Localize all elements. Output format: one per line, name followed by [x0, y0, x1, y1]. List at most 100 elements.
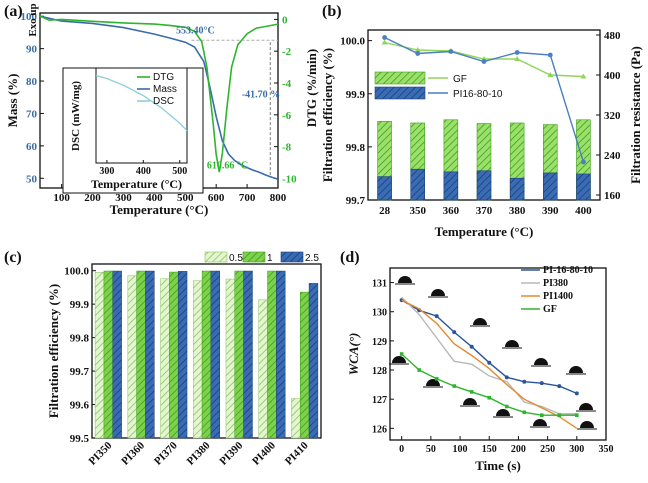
- x-tick-label-a-5: 600: [208, 192, 225, 204]
- x-tick-label-d-3: 150: [482, 444, 497, 455]
- droplet-icon-1: [431, 289, 445, 296]
- x-tick-label-c-1: PI360: [119, 439, 147, 467]
- droplet-icon-5: [569, 366, 583, 373]
- point-d-3-4: [469, 390, 474, 394]
- droplet-icon-3: [505, 340, 519, 347]
- legend-label-c-1: 1: [267, 253, 273, 264]
- y2-tick-label-a-2: -4: [282, 78, 292, 90]
- panel-label-b: (b): [322, 3, 342, 20]
- x-tick-label-a-6: 700: [239, 192, 256, 204]
- bar-c-1-5: [267, 270, 277, 439]
- bar-c-2-1: [145, 270, 155, 439]
- inset-x-tick-label-2: 500: [172, 166, 187, 177]
- bar-pi-0: [377, 176, 392, 201]
- y2-tick-label-a-3: -6: [282, 110, 292, 122]
- x-tick-label-b-2: 360: [443, 205, 460, 217]
- bar-pi-6: [576, 173, 591, 201]
- y2-axis-label-a: DTG (%/min): [304, 49, 319, 127]
- droplet-icon-12: [580, 421, 594, 428]
- legend-label-a-1: Mass: [153, 84, 177, 95]
- y-axis-label-b: Filtration efficiency (%): [320, 48, 335, 182]
- bar-c-0-3: [193, 280, 203, 439]
- y-tick-label-a-4: 90: [26, 44, 38, 56]
- point-d-0-7: [522, 379, 527, 384]
- point-gf-5: [547, 72, 554, 77]
- legend-label-a-0: DTG: [153, 72, 174, 83]
- droplet-icon-8: [463, 398, 477, 405]
- droplet-icon-0: [398, 276, 412, 283]
- bar-c-0-2: [160, 278, 170, 439]
- x-tick-label-b-6: 400: [575, 205, 592, 217]
- y-tick-label-a-5: 100: [21, 11, 38, 23]
- bar-pi-4: [509, 177, 525, 201]
- panel-label-a: (a): [4, 3, 23, 20]
- droplet-icon-9: [496, 409, 510, 416]
- legend-label-d-3: GF: [543, 304, 557, 315]
- inset-box: [62, 67, 204, 194]
- series-dtg: [39, 15, 279, 173]
- x-tick-label-d-4: 200: [511, 444, 526, 455]
- point-gf-6: [580, 73, 587, 79]
- bar-c-0-4: [225, 278, 236, 439]
- legend-swatch-c-1: [242, 251, 266, 263]
- legend-label-d-2: PI1400: [543, 291, 573, 302]
- bar-pi-3: [476, 170, 492, 201]
- series-d-2: [401, 299, 578, 429]
- chart-d: 0 50 100 150 200 250 300 350 126 127 128 129 130 131 T…: [346, 265, 614, 473]
- point-d-0-10: [574, 391, 579, 396]
- x-tick-label-a-4: 500: [177, 192, 194, 204]
- point-pi-1: [415, 51, 421, 56]
- x-tick-label-d-6: 300: [569, 444, 584, 455]
- legend-swatch-b-0: [374, 71, 426, 85]
- bar-c-1-2: [169, 271, 179, 439]
- y-tick-label-b-2: 99.9: [346, 89, 366, 101]
- point-d-3-2: [434, 376, 439, 381]
- legend-label-a-2: DSC: [153, 96, 174, 107]
- point-d-3-1: [417, 368, 421, 372]
- legend-label-c-2: 2.5: [305, 253, 319, 264]
- bar-c-2-5: [276, 270, 286, 439]
- x-tick-label-a-2: 300: [115, 192, 132, 204]
- droplet-icon-6: [392, 356, 406, 363]
- bar-c-2-2: [177, 271, 188, 439]
- chart-c: 99.5 99.6 99.7 99.8 99.9 100.0 PI350 PI360 PI370…: [46, 251, 322, 468]
- x-tick-label-c-5: PI400: [250, 439, 278, 467]
- x-axis-label-b: Temperature (°C): [435, 224, 534, 239]
- chart-a: 100 200 300 400 500 600 700 800 50 60 70 80 90 100 0 -2…: [5, 3, 319, 217]
- droplet-icon-2: [473, 318, 487, 325]
- inset-x-tick-label-1: 400: [136, 166, 151, 177]
- y-axis-label-c: Filtration efficiency (%): [46, 284, 61, 418]
- y2-tick-label-a-0: 0: [282, 14, 288, 26]
- y2-tick-label-a-5: -10: [282, 173, 297, 185]
- y-tick-label-a-3: 80: [26, 76, 38, 88]
- y-tick-label-c-4: 99.9: [70, 299, 90, 311]
- chart-b: 28 350 360 370 380 390 400 99.7 99.8 99.9 100.0 160…: [320, 29, 643, 239]
- x-tick-label-c-6: PI410: [283, 439, 311, 467]
- point-d-3-8: [539, 413, 544, 418]
- legend-label-b-0: GF: [453, 74, 467, 85]
- inset-y-label: DSC (mW/mg): [70, 81, 82, 151]
- y-tick-label-c-1: 99.6: [70, 400, 90, 412]
- point-pi-2: [448, 49, 454, 54]
- x-axis-label-a: Temperature (°C): [110, 202, 209, 217]
- y-tick-label-d-4: 130: [372, 308, 387, 319]
- point-gf-0: [381, 39, 388, 45]
- bar-c-2-3: [210, 270, 220, 439]
- y-tick-label-c-0: 99.5: [70, 433, 90, 445]
- y2-tick-label-b-3: 400: [604, 70, 621, 82]
- y-tick-label-a-2: 70: [26, 108, 38, 120]
- point-d-0-9: [557, 384, 562, 389]
- bar-c-2-4: [243, 270, 253, 439]
- point-d-3-5: [487, 395, 492, 400]
- droplet-icon-4: [534, 358, 548, 365]
- point-pi-5: [547, 52, 553, 58]
- panel-label-c: (c): [4, 249, 22, 266]
- bar-pi-5: [543, 172, 558, 201]
- annotation-mass-loss: -41.70 %: [242, 89, 280, 100]
- bar-c-1-3: [201, 270, 212, 439]
- y-tick-label-d-3: 129: [372, 337, 387, 348]
- x-tick-label-b-1: 350: [409, 205, 426, 217]
- point-d-3-6: [504, 404, 509, 409]
- point-pi-3: [481, 59, 487, 64]
